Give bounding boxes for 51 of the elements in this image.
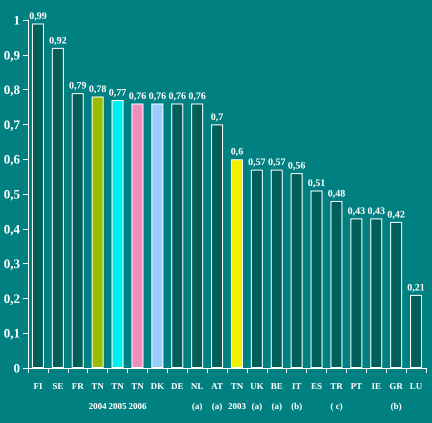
x-tick-label: PT — [350, 381, 362, 391]
y-tick-label: 0,7 — [4, 116, 20, 132]
data-label: 0,99 — [29, 10, 47, 22]
y-tick-label: 1 — [14, 12, 20, 28]
x-tick-label: GR (b) — [389, 381, 404, 411]
y-tick-label: 0,6 — [4, 152, 20, 167]
data-label: 0,79 — [69, 80, 86, 92]
y-tick-label: 0 — [14, 360, 20, 376]
data-label: 0,21 — [407, 282, 425, 294]
x-tick-label: TR ( c) — [330, 381, 344, 411]
data-label: 0,43 — [368, 206, 385, 217]
data-label: 0,56 — [288, 160, 306, 172]
data-label: 0,6 — [230, 146, 244, 158]
y-tick-label: 0,1 — [4, 326, 20, 341]
x-tick-label: DK — [150, 381, 164, 391]
data-label: 0,76 — [188, 91, 206, 102]
x-tick-label: TN 2005 — [108, 381, 128, 411]
x-tick-label: DE — [170, 381, 184, 391]
y-tick-label: 0,3 — [4, 256, 20, 272]
data-label: 0,51 — [308, 178, 326, 190]
x-tick-label: TN 2006 — [128, 381, 147, 411]
data-label: 0,48 — [328, 188, 346, 200]
y-tick-label: 0,5 — [4, 186, 20, 202]
x-tick-label: UK (a) — [250, 381, 264, 411]
data-label: 0,76 — [128, 91, 146, 102]
data-label: 0,57 — [268, 157, 286, 168]
y-tick-label: 0,9 — [4, 47, 20, 62]
data-label: 0,43 — [348, 206, 366, 217]
data-label: 0,57 — [248, 157, 266, 168]
x-tick-label: IE — [371, 381, 382, 391]
x-tick-label: FI — [33, 381, 43, 391]
x-tick-label: BE (a) — [270, 381, 283, 411]
data-label: 0,7 — [210, 112, 224, 123]
data-label: 0,78 — [88, 84, 106, 96]
data-label: 0,77 — [108, 88, 126, 99]
x-tick-label: IT (b) — [291, 381, 302, 411]
y-tick-label: 0,2 — [4, 290, 20, 306]
data-label: 0,76 — [148, 91, 166, 102]
x-tick-label: NL (a) — [190, 381, 204, 411]
x-tick-label: SE — [52, 381, 64, 391]
x-tick-label: LU — [410, 381, 423, 391]
data-label: 0,92 — [49, 35, 67, 46]
y-tick-label: 0,8 — [4, 82, 20, 98]
data-label: 0,42 — [387, 209, 405, 220]
x-tick-label: AT (a) — [211, 381, 223, 411]
data-label: 0,76 — [168, 91, 186, 102]
x-tick-label: TN 2003 — [228, 381, 246, 411]
x-tick-label: TN 2004 — [88, 381, 108, 411]
x-tick-label: ES — [311, 381, 322, 391]
y-tick-label: 0,4 — [4, 221, 20, 236]
x-tick-label: FR — [72, 381, 84, 391]
